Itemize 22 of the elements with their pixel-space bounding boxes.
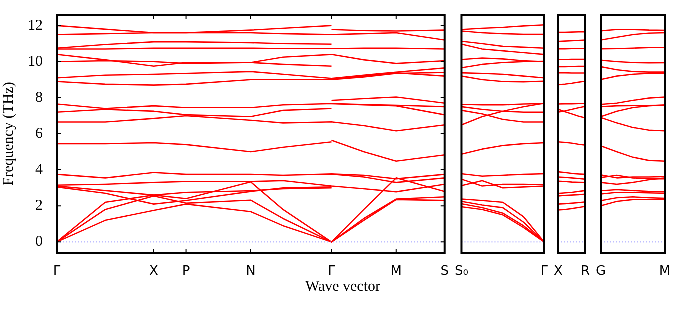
x-tick-label: Γ bbox=[328, 264, 336, 280]
x-tick-label: N bbox=[246, 264, 256, 280]
x-tick-label: G bbox=[596, 264, 606, 280]
x-tick-label: X bbox=[150, 264, 159, 280]
x-tick-label: X bbox=[554, 264, 563, 280]
y-tick-label: 10 bbox=[28, 54, 43, 70]
y-tick-label: 0 bbox=[36, 234, 43, 250]
x-tick-label: S bbox=[440, 264, 450, 280]
x-tick-label: R bbox=[580, 264, 590, 280]
y-tick-label: 2 bbox=[36, 198, 43, 214]
x-tick-label: Γ bbox=[540, 264, 549, 280]
x-tick-label: S₀ bbox=[454, 264, 468, 280]
y-axis-title: Frequency (THz) bbox=[0, 82, 17, 186]
y-tick-label: 6 bbox=[36, 126, 44, 142]
x-tick-label: M bbox=[659, 264, 671, 280]
y-tick-label: 12 bbox=[28, 18, 43, 34]
y-tick-label: 8 bbox=[36, 90, 43, 106]
x-tick-label: P bbox=[182, 264, 190, 280]
x-axis-title: Wave vector bbox=[304, 279, 382, 296]
x-tick-label: Γ bbox=[53, 264, 62, 280]
x-tick-label: M bbox=[390, 264, 402, 280]
y-tick-label: 4 bbox=[36, 162, 44, 178]
